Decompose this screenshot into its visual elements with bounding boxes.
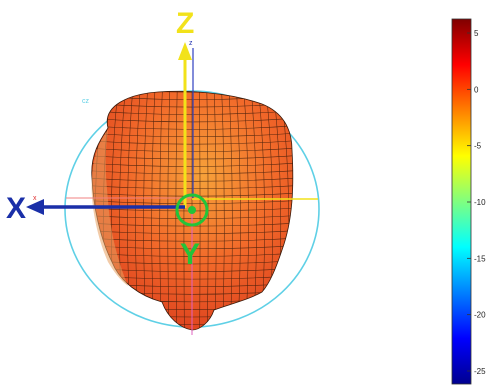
colorbar-tick-label: -20 [474, 311, 486, 320]
colorbar-tick-label: -25 [474, 367, 486, 376]
colorbar-tick-label: 5 [474, 29, 479, 38]
colorbar: 5 0 -5 -10 -15 -20 -25 [451, 18, 486, 385]
z-axis-arrow-icon [178, 42, 194, 208]
colorbar-tick-label: -15 [474, 254, 486, 263]
cyan-mark: cz [82, 98, 90, 105]
x-axis-arrow-icon [26, 199, 185, 215]
small-label-z: z [189, 40, 193, 47]
axis-label-z: Z [176, 7, 194, 40]
colorbar-tick-label: -5 [474, 142, 482, 151]
y-axis-target-icon [175, 193, 209, 227]
axis-label-y: Y [180, 238, 200, 271]
axis-label-x: X [6, 192, 26, 225]
colorbar-tick-label: -10 [474, 198, 486, 207]
small-label-x: x [33, 195, 37, 202]
colorbar-tick-label: 0 [474, 85, 479, 94]
